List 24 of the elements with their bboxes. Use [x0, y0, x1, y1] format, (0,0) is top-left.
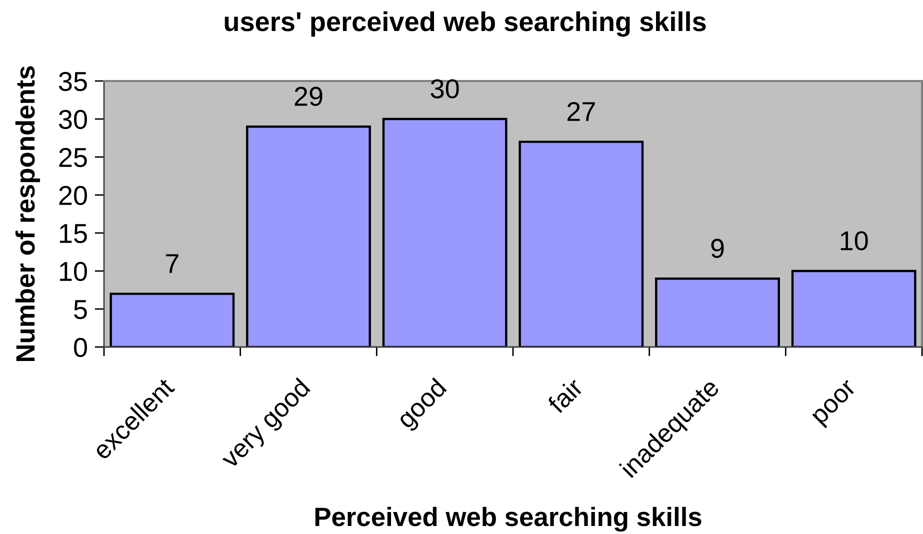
y-axis-title: Number of respondents	[15, 66, 40, 362]
bar	[382, 118, 508, 347]
bar	[246, 125, 371, 347]
y-tick-label: 30	[58, 110, 87, 130]
y-tick-label: 25	[59, 148, 87, 168]
bar	[791, 270, 916, 347]
y-tick-label: 35	[58, 72, 87, 92]
data-label: 7	[166, 254, 178, 273]
bar	[518, 140, 644, 347]
x-tick-label: fair	[546, 376, 584, 414]
data-label: 9	[711, 238, 724, 258]
y-tick-label: 15	[60, 224, 87, 244]
bar	[655, 277, 780, 347]
data-label: 30	[430, 79, 459, 98]
data-label: 29	[294, 86, 322, 106]
y-tick-label: 0	[74, 338, 87, 358]
y-tick-label: 20	[59, 186, 87, 206]
x-axis-title: Perceived web searching skills	[315, 506, 702, 532]
y-tick-label: 10	[60, 262, 87, 282]
data-label: 10	[840, 231, 868, 250]
chart-title: users' perceived web searching skills	[224, 11, 706, 37]
bar	[110, 292, 235, 347]
y-tick-label: 5	[74, 300, 87, 320]
data-label: 27	[567, 102, 595, 121]
